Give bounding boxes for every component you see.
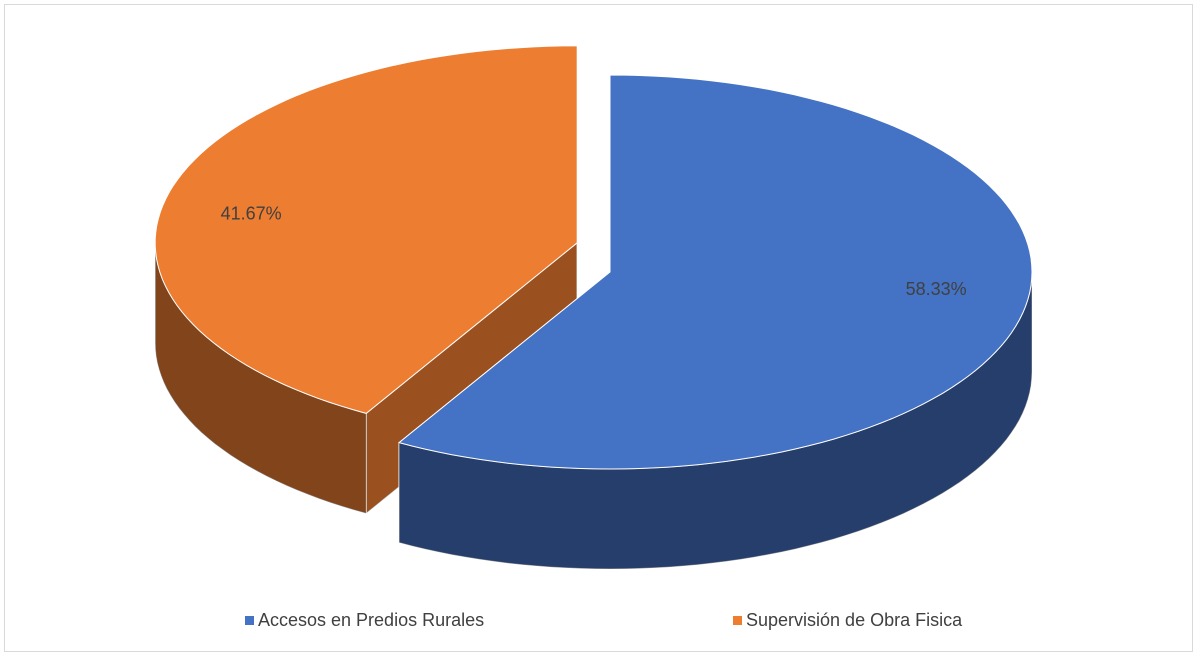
legend-label: Accesos en Predios Rurales [258, 610, 484, 630]
slice [398, 74, 1033, 470]
slice-side-shade [399, 272, 1033, 569]
slice [154, 45, 578, 414]
data-label: 58.33% [906, 279, 967, 299]
legend-label: Supervisión de Obra Fisica [746, 610, 963, 630]
legend-swatch [245, 616, 254, 625]
legend-swatch [733, 616, 742, 625]
slice-side-shade [155, 242, 367, 514]
data-label: 41.67% [221, 204, 282, 224]
